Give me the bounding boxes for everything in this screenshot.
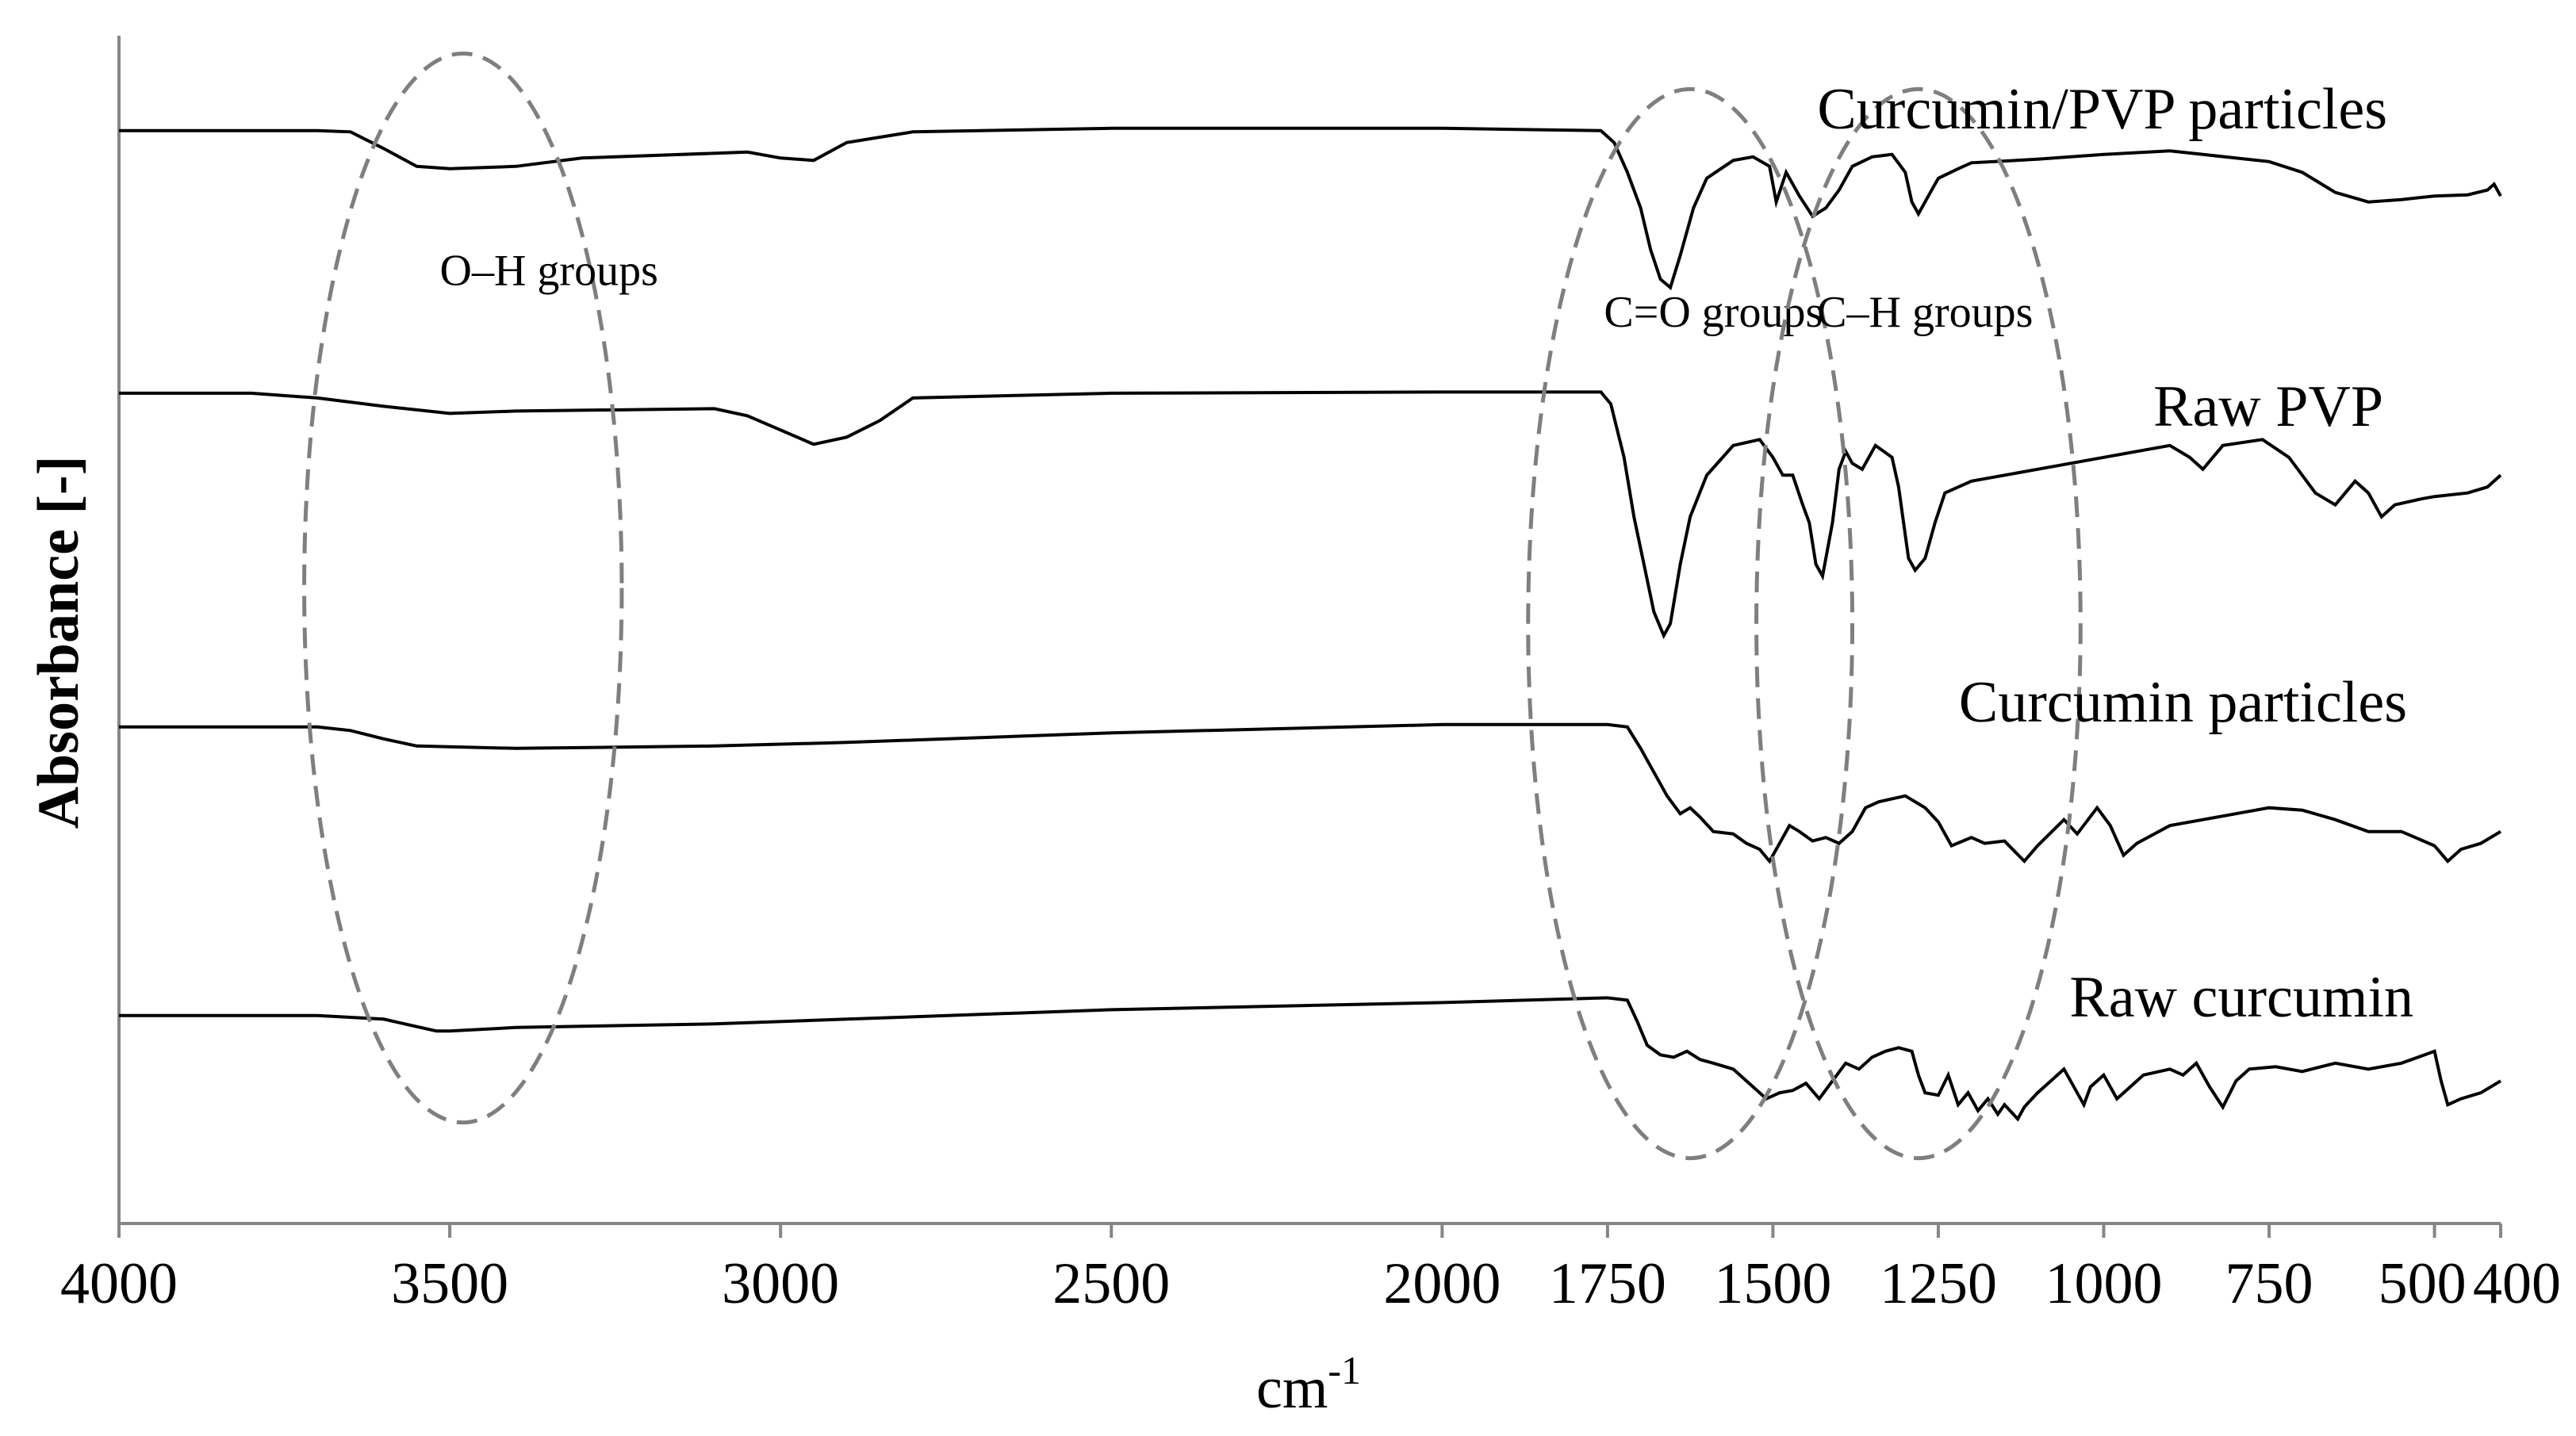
annotation-label: C=O groups bbox=[1604, 288, 1823, 337]
x-tick-label: 3000 bbox=[722, 1251, 839, 1316]
series-line-curcumin-particles bbox=[119, 722, 2502, 864]
x-tick-label: 3500 bbox=[391, 1251, 508, 1316]
x-tick-label: 1000 bbox=[2045, 1251, 2163, 1316]
x-tick-label: 1750 bbox=[1549, 1251, 1666, 1316]
x-tick-label: 750 bbox=[2225, 1251, 2313, 1316]
annotation-label: O–H groups bbox=[440, 247, 658, 296]
x-tick-label: 2000 bbox=[1383, 1251, 1501, 1316]
x-axis-title-unit: cm bbox=[1256, 1356, 1328, 1421]
series-label: Raw curcumin bbox=[2069, 965, 2413, 1030]
x-tick-label: 4000 bbox=[60, 1251, 178, 1316]
x-tick-label: 2500 bbox=[1052, 1251, 1170, 1316]
x-tick-label: 500 bbox=[2379, 1251, 2467, 1316]
series-line-raw-pvp bbox=[119, 390, 2502, 640]
series-label: Curcumin particles bbox=[1959, 670, 2407, 735]
x-axis-title-exponent: -1 bbox=[1328, 1348, 1361, 1392]
region-ellipse bbox=[1754, 86, 2083, 1161]
series-lines bbox=[119, 126, 2502, 1122]
region-ellipse bbox=[1526, 86, 1855, 1161]
y-axis-title: Absorbance [-] bbox=[26, 456, 91, 829]
series-label: Curcumin/PVP particles bbox=[1817, 77, 2387, 142]
x-axis-title: cm-1 bbox=[1256, 1348, 1361, 1421]
series-label: Raw PVP bbox=[2153, 374, 2383, 439]
series-line-raw-curcumin bbox=[119, 996, 2502, 1122]
series-labels: Curcumin/PVP particles Raw PVP Curcumin pa… bbox=[1817, 77, 2413, 1030]
x-axis-ticks: 4000 3500 3000 2500 2000 1750 1500 1250 1000 750 5… bbox=[60, 1223, 2561, 1316]
x-tick-label: 1250 bbox=[1880, 1251, 1997, 1316]
annotation-label: C–H groups bbox=[1817, 288, 2033, 337]
series-line-curcumin-pvp-particles bbox=[119, 126, 2502, 291]
region-ellipse bbox=[302, 51, 624, 1125]
x-tick-label: 1500 bbox=[1714, 1251, 1831, 1316]
x-tick-label: 400 bbox=[2473, 1251, 2561, 1316]
